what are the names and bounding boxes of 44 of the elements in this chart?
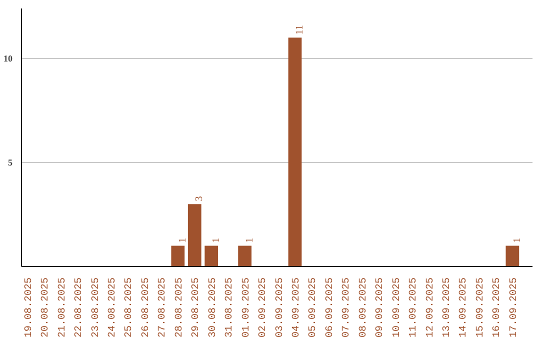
y-tick-label: 10 (4, 53, 13, 64)
x-tick-label: 03.09.2025 (274, 277, 286, 338)
x-tick-label: 05.09.2025 (308, 277, 320, 338)
x-tick-label: 19.08.2025 (24, 277, 35, 338)
x-tick-label: 13.09.2025 (442, 277, 454, 338)
y-tick-label: 5 (8, 157, 13, 168)
x-tick-label: 25.08.2025 (124, 277, 136, 338)
x-tick-label: 10.09.2025 (392, 277, 403, 338)
x-tick-label: 24.08.2025 (107, 277, 118, 338)
x-tick-label: 23.08.2025 (90, 277, 102, 338)
bar (506, 246, 520, 266)
x-tick-label: 16.09.2025 (492, 277, 504, 338)
x-tick-label: 21.08.2025 (57, 277, 68, 338)
x-tick-label: 15.09.2025 (475, 277, 486, 338)
bar (171, 246, 185, 266)
x-tick-label: 06.09.2025 (324, 277, 336, 338)
x-tick-label: 29.08.2025 (191, 277, 202, 338)
bar (288, 38, 302, 266)
x-tick-label: 08.09.2025 (358, 277, 370, 338)
x-tick-label: 09.09.2025 (375, 277, 386, 338)
bar (204, 246, 218, 266)
bar (238, 246, 252, 266)
x-tick-label: 31.08.2025 (224, 277, 236, 338)
data-label: 1 (512, 238, 523, 243)
x-tick-label: 12.09.2025 (425, 277, 436, 338)
data-label: 1 (210, 238, 222, 243)
x-tick-label: 07.09.2025 (342, 277, 353, 338)
x-tick-label: 01.09.2025 (241, 277, 252, 338)
x-tick-label: 27.08.2025 (158, 277, 169, 338)
x-tick-label: 11.09.2025 (408, 277, 420, 338)
x-tick-label: 14.09.2025 (458, 277, 470, 338)
data-label: 1 (177, 238, 188, 243)
data-label: 3 (194, 196, 206, 202)
bar (188, 204, 202, 266)
x-tick-label: 02.09.2025 (258, 277, 270, 338)
x-tick-label: 20.08.2025 (40, 277, 52, 338)
data-label: 1 (244, 238, 256, 243)
data-label: 11 (294, 24, 306, 35)
x-tick-label: 17.09.2025 (508, 277, 520, 338)
x-tick-label: 28.08.2025 (174, 277, 186, 338)
x-tick-label: 04.09.2025 (291, 277, 302, 338)
x-tick-label: 30.08.2025 (208, 277, 219, 338)
x-tick-label: 22.08.2025 (74, 277, 86, 338)
x-tick-label: 26.08.2025 (140, 277, 152, 338)
